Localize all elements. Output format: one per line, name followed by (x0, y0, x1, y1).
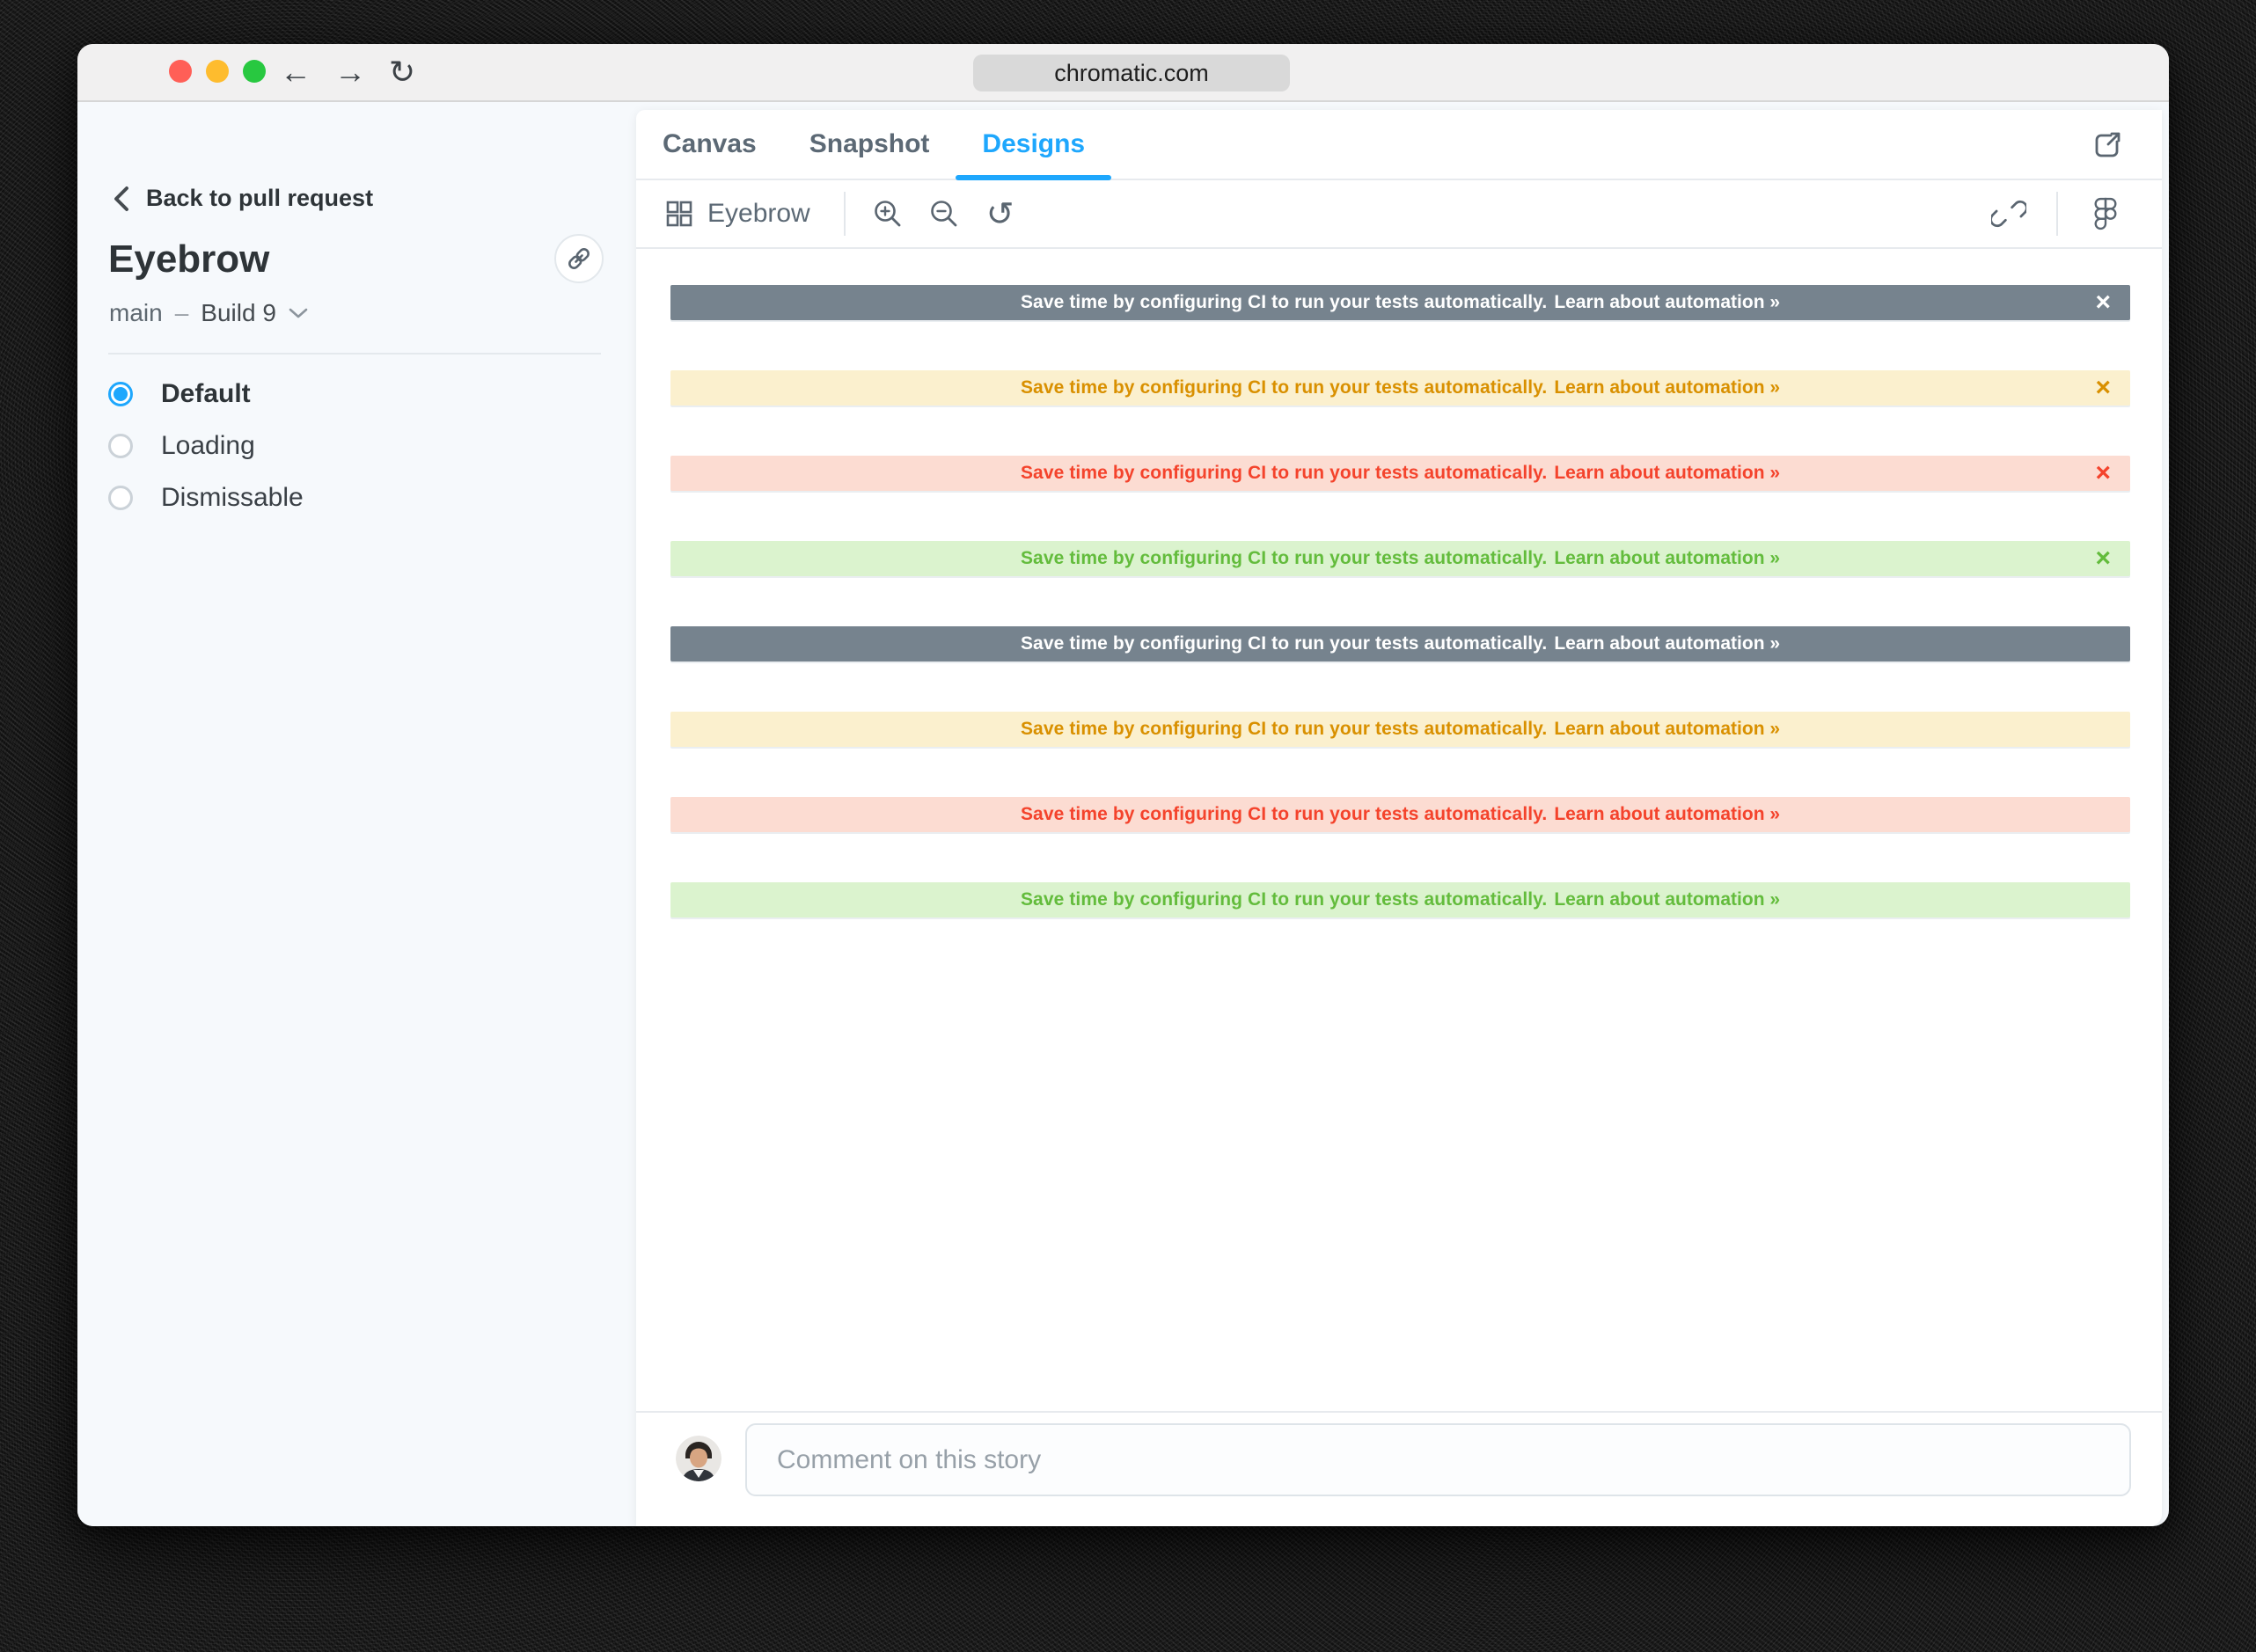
variant-label: Dismissable (161, 482, 304, 512)
sidebar: Back to pull request Eyebrow main – Buil… (77, 102, 636, 1526)
page-title: Eyebrow (108, 238, 270, 281)
zoom-out-button[interactable] (927, 196, 962, 231)
build-number: Build 9 (201, 299, 276, 326)
open-in-new-window-icon[interactable] (2091, 129, 2123, 161)
component-name-label: Eyebrow (707, 199, 810, 228)
banner-message: Save time by configuring CI to run your … (1020, 719, 1548, 739)
component-grid-icon (666, 201, 692, 227)
url-text: chromatic.com (1054, 59, 1209, 86)
eyebrow-banner-green: Save time by configuring CI to run your … (670, 882, 2130, 917)
banner-message: Save time by configuring CI to run your … (1020, 463, 1548, 483)
back-label: Back to pull request (146, 185, 374, 211)
variant-label: Default (161, 378, 251, 408)
figma-icon (2094, 197, 2117, 230)
variant-option-default[interactable]: Default (108, 368, 610, 420)
banner-message: Save time by configuring CI to run your … (1020, 292, 1548, 312)
radio-icon (108, 485, 133, 510)
banner-message: Save time by configuring CI to run your … (1020, 548, 1548, 568)
reset-zoom-button[interactable]: ↺ (983, 196, 1018, 231)
banner-automation-link[interactable]: Learn about automation » (1554, 377, 1781, 398)
browser-forward-button[interactable]: → (334, 54, 366, 90)
variant-label: Loading (161, 430, 255, 460)
figma-designs-button[interactable] (2088, 196, 2123, 231)
banner-automation-link[interactable]: Learn about automation » (1554, 292, 1781, 312)
banner-close-button[interactable]: × (2095, 541, 2111, 576)
build-selector[interactable]: main – Build 9 (109, 299, 308, 327)
canvas-toolbar: Eyebrow ↺ (636, 180, 2162, 249)
branch-name: main (109, 299, 163, 326)
banner-automation-link[interactable]: Learn about automation » (1554, 633, 1781, 654)
radio-icon (108, 381, 133, 406)
avatar (676, 1436, 721, 1481)
zoom-in-button[interactable] (870, 196, 905, 231)
eyebrow-banner-slate: Save time by configuring CI to run your … (670, 626, 2130, 662)
close-window-button[interactable] (169, 60, 192, 83)
link-icon (568, 248, 590, 269)
zoom-out-icon (930, 201, 957, 227)
comment-bar (636, 1411, 2162, 1526)
browser-window: ← → ↻ chromatic.com Back to pull request… (77, 44, 2169, 1526)
address-bar[interactable]: chromatic.com (973, 55, 1290, 91)
story-canvas: Save time by configuring CI to run your … (636, 110, 2162, 1411)
radio-icon (108, 433, 133, 458)
banner-message: Save time by configuring CI to run your … (1020, 633, 1548, 654)
toolbar-divider (843, 192, 846, 236)
banner-automation-link[interactable]: Learn about automation » (1554, 463, 1781, 483)
banner-close-button[interactable]: × (2095, 370, 2111, 406)
copy-link-button[interactable] (554, 234, 604, 283)
tabs: Canvas Snapshot Designs (636, 110, 1111, 180)
variant-list: Default Loading Dismissable (108, 368, 610, 523)
sidebar-divider (108, 353, 601, 355)
variant-option-dismissable[interactable]: Dismissable (108, 471, 610, 523)
eyebrow-banner-gold-dismissable: Save time by configuring CI to run your … (670, 370, 2130, 406)
banner-message: Save time by configuring CI to run your … (1020, 804, 1548, 824)
banner-close-button[interactable]: × (2095, 456, 2111, 491)
browser-chrome: ← → ↻ chromatic.com (77, 44, 2169, 102)
toolbar-divider (2056, 192, 2058, 236)
banner-automation-link[interactable]: Learn about automation » (1554, 889, 1781, 910)
main-panel: Canvas Snapshot Designs Eyebrow (636, 110, 2162, 1526)
eyebrow-banner-gold: Save time by configuring CI to run your … (670, 712, 2130, 747)
banner-message: Save time by configuring CI to run your … (1020, 889, 1548, 910)
back-to-pull-request-link[interactable]: Back to pull request (113, 185, 373, 212)
user-avatar-image (676, 1436, 721, 1481)
tab-bar: Canvas Snapshot Designs (636, 110, 2162, 180)
browser-refresh-button[interactable]: ↻ (389, 54, 416, 90)
chevron-down-icon (289, 308, 308, 318)
comment-input[interactable] (745, 1423, 2131, 1496)
tab-designs[interactable]: Designs (956, 110, 1111, 180)
eyebrow-banner-green-dismissable: Save time by configuring CI to run your … (670, 541, 2130, 576)
eyebrow-banner-orange: Save time by configuring CI to run your … (670, 797, 2130, 832)
unlink-addons-button[interactable] (1991, 196, 2026, 231)
chevron-left-icon (114, 186, 128, 211)
browser-back-button[interactable]: ← (280, 54, 311, 90)
eyebrow-banner-slate-dismissable: Save time by configuring CI to run your … (670, 285, 2130, 320)
window-controls (169, 60, 266, 83)
tab-canvas[interactable]: Canvas (663, 129, 757, 158)
banner-automation-link[interactable]: Learn about automation » (1554, 719, 1781, 739)
banner-close-button[interactable]: × (2095, 285, 2111, 320)
zoom-in-icon (874, 201, 901, 227)
tab-snapshot[interactable]: Snapshot (809, 129, 930, 158)
banner-automation-link[interactable]: Learn about automation » (1554, 548, 1781, 568)
banner-message: Save time by configuring CI to run your … (1020, 377, 1548, 398)
zoom-window-button[interactable] (243, 60, 266, 83)
eyebrow-banner-orange-dismissable: Save time by configuring CI to run your … (670, 456, 2130, 491)
unlink-icon (1991, 200, 2026, 228)
minimize-window-button[interactable] (206, 60, 229, 83)
banner-automation-link[interactable]: Learn about automation » (1554, 804, 1781, 824)
variant-option-loading[interactable]: Loading (108, 420, 610, 471)
reset-zoom-icon: ↺ (985, 194, 1014, 233)
